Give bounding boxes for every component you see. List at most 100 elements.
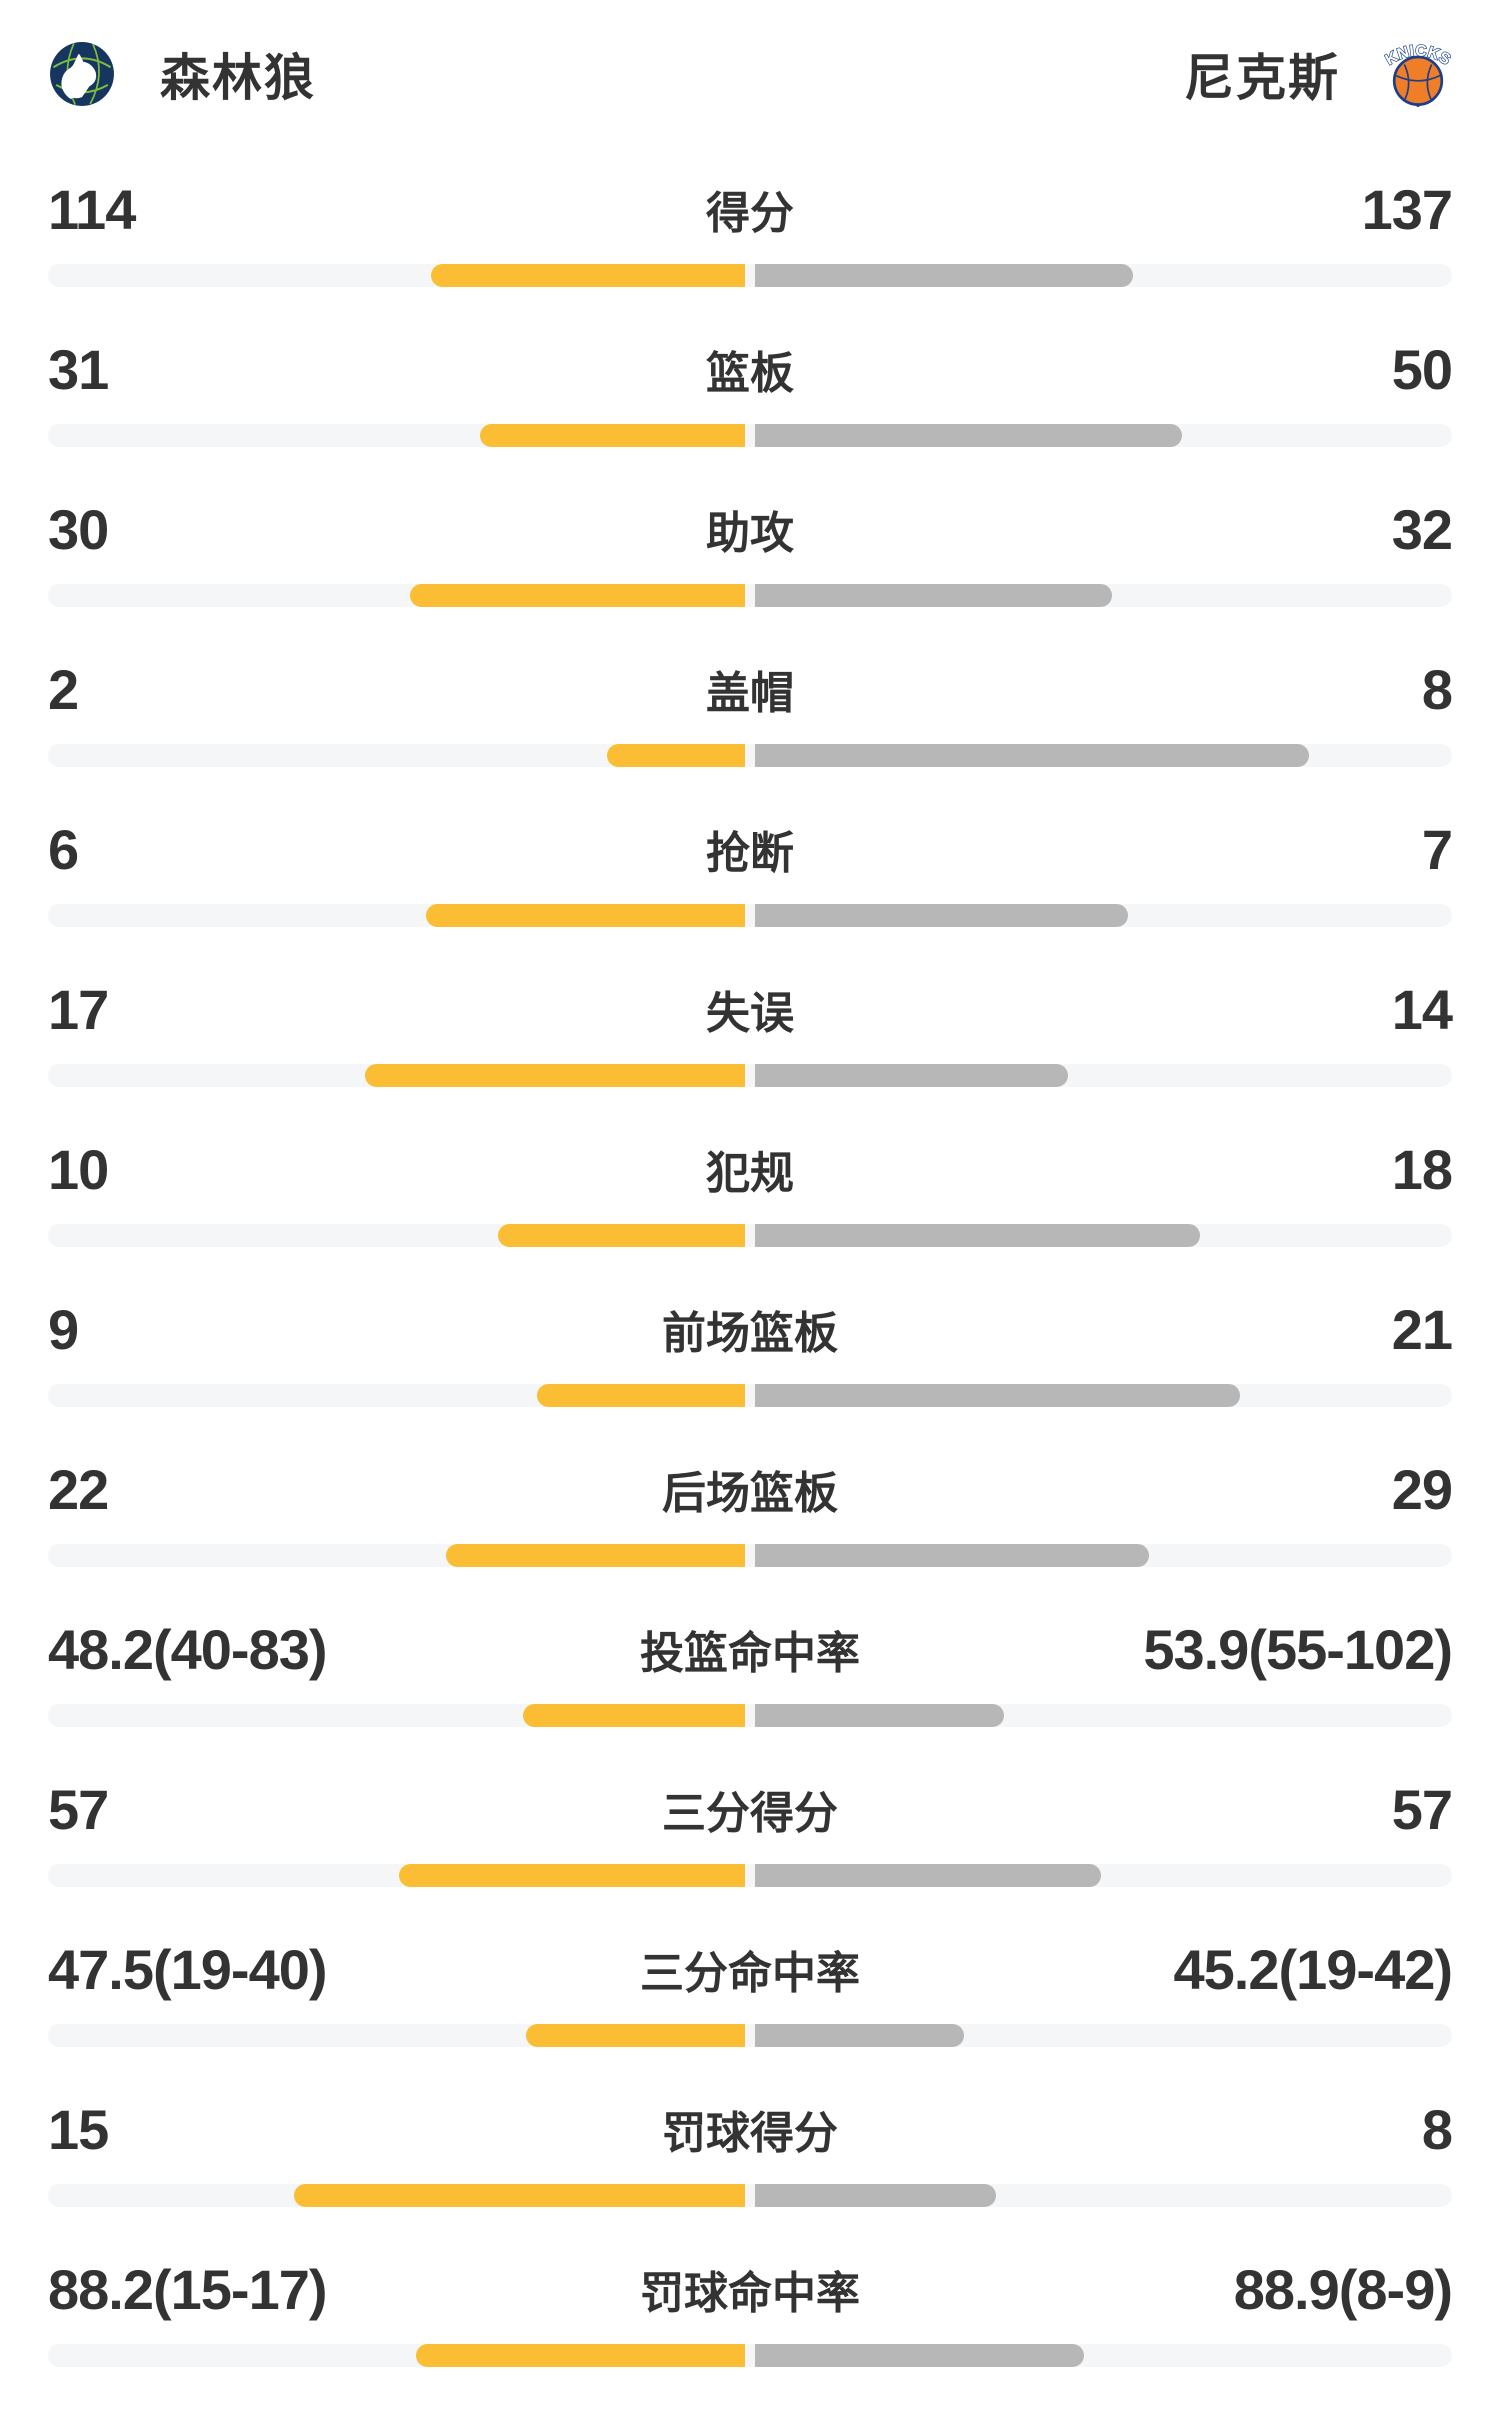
stat-right-value: 53.9(55-102) — [1143, 1617, 1453, 1681]
stat-left-value: 9 — [48, 1297, 79, 1361]
knicks-logo-icon: KNICKS — [1384, 40, 1452, 108]
stat-values-line: 9 前场篮板 21 — [48, 1298, 1453, 1361]
stat-row: 30 助攻 32 — [48, 498, 1453, 660]
stat-bar-track — [48, 424, 1452, 447]
stat-row: 31 篮板 50 — [48, 337, 1453, 500]
stat-bar-track — [48, 2184, 1452, 2207]
stat-label: 三分命中率 — [640, 1949, 860, 1998]
stat-bar-right — [755, 1864, 1102, 1887]
stat-bar-left — [416, 2344, 745, 2367]
stat-label: 三分得分 — [662, 1789, 838, 1838]
stat-bar-left — [430, 264, 745, 287]
stat-row: 17 失误 14 — [48, 978, 1453, 1140]
stat-right-value: 21 — [1391, 1297, 1453, 1361]
stat-bar-left — [525, 2024, 745, 2047]
stat-label: 前场篮板 — [662, 1309, 838, 1358]
stat-bar-left — [522, 1704, 745, 1727]
stat-label: 罚球命中率 — [640, 2269, 860, 2318]
stat-bar-track — [48, 584, 1452, 607]
stat-left-value: 6 — [48, 817, 79, 881]
stat-right-value: 50 — [1391, 337, 1453, 401]
header: 森林狼 尼克斯 KNICKS — [48, 0, 1452, 110]
stat-row: 9 前场篮板 21 — [48, 1298, 1453, 1460]
stat-bar-track — [48, 1544, 1452, 1567]
stat-row: 15 罚球得分 8 — [48, 2097, 1453, 2260]
stat-row: 88.2(15-17) 罚球命中率 88.9(8-9) — [48, 2257, 1453, 2420]
stat-bar-right — [755, 744, 1309, 767]
team-right-name: 尼克斯 — [1184, 50, 1340, 106]
stat-label: 犯规 — [706, 1149, 794, 1198]
stat-bar-left — [537, 1384, 745, 1407]
stat-bar-track — [48, 1864, 1452, 1887]
stat-bar-track — [48, 1384, 1452, 1407]
stat-row: 48.2(40-83) 投篮命中率 53.9(55-102) — [48, 1618, 1453, 1780]
stat-bar-left — [446, 1544, 745, 1567]
stat-right-value: 88.9(8-9) — [1233, 2257, 1453, 2321]
stat-bar-track — [48, 2344, 1452, 2367]
stat-bar-right — [755, 2344, 1084, 2367]
stat-right-value: 45.2(19-42) — [1173, 1937, 1453, 2001]
stat-left-value: 114 — [48, 177, 136, 241]
stat-bar-right — [755, 2024, 964, 2047]
stat-bar-track — [48, 2024, 1452, 2047]
stat-bar-left — [365, 1064, 745, 1087]
stat-row: 22 后场篮板 29 — [48, 1458, 1453, 1620]
stat-row: 47.5(19-40) 三分命中率 45.2(19-42) — [48, 1937, 1453, 2100]
stat-bar-track — [48, 1064, 1452, 1087]
stat-left-value: 15 — [48, 2097, 109, 2161]
stat-bar-left — [606, 744, 745, 767]
stat-left-value: 10 — [48, 1137, 109, 1201]
stat-label: 得分 — [706, 189, 794, 238]
stat-bar-right — [755, 584, 1113, 607]
stat-row: 10 犯规 18 — [48, 1138, 1453, 1300]
stat-bar-right — [755, 1544, 1149, 1567]
stat-left-value: 57 — [48, 1777, 109, 1841]
stat-values-line: 30 助攻 32 — [48, 498, 1453, 561]
stat-label: 投篮命中率 — [640, 1629, 860, 1678]
stat-bar-right — [755, 1704, 1004, 1727]
stat-right-value: 57 — [1391, 1777, 1453, 1841]
stat-left-value: 22 — [48, 1457, 109, 1521]
stat-row: 57 三分得分 57 — [48, 1777, 1453, 1940]
stat-label: 失误 — [706, 989, 794, 1038]
team-right: 尼克斯 KNICKS — [1184, 38, 1452, 110]
stat-values-line: 17 失误 14 — [48, 978, 1453, 1041]
stat-values-line: 48.2(40-83) 投篮命中率 53.9(55-102) — [48, 1618, 1453, 1681]
stat-bar-right — [755, 1064, 1068, 1087]
stat-bar-right — [755, 264, 1133, 287]
stat-bar-left — [398, 1864, 745, 1887]
team-left-name: 森林狼 — [160, 50, 316, 106]
stat-bar-track — [48, 1224, 1452, 1247]
stat-label: 罚球得分 — [662, 2109, 838, 2158]
stat-right-value: 29 — [1391, 1457, 1453, 1521]
stat-bar-right — [755, 904, 1128, 927]
stat-values-line: 10 犯规 18 — [48, 1138, 1453, 1201]
stat-label: 助攻 — [706, 509, 794, 558]
stat-bar-left — [497, 1224, 745, 1247]
stat-bar-left — [293, 2184, 745, 2207]
stat-values-line: 114 得分 137 — [48, 178, 1453, 241]
stat-row: 2 盖帽 8 — [48, 657, 1453, 820]
stat-left-value: 2 — [48, 657, 79, 721]
stat-bar-right — [755, 1224, 1200, 1247]
stat-right-value: 18 — [1391, 1137, 1453, 1201]
stat-label: 篮板 — [706, 349, 794, 398]
stat-row: 6 抢断 7 — [48, 817, 1453, 980]
stats-list: 114 得分 137 31 篮板 50 30 助攻 32 2 盖帽 8 6 抢断 7 17 失误 14 10 犯规 18… — [48, 178, 1453, 2420]
stat-label: 抢断 — [706, 829, 794, 878]
stat-right-value: 32 — [1391, 497, 1453, 561]
stat-label: 盖帽 — [706, 669, 794, 718]
stat-bar-left — [410, 584, 745, 607]
stat-right-value: 8 — [1421, 657, 1453, 721]
stat-bar-track — [48, 1704, 1452, 1727]
stat-right-value: 14 — [1391, 977, 1453, 1041]
stat-values-line: 22 后场篮板 29 — [48, 1458, 1453, 1521]
stat-right-value: 137 — [1361, 177, 1453, 241]
stat-bar-track — [48, 264, 1452, 287]
stat-bar-left — [480, 424, 745, 447]
stat-bar-track — [48, 904, 1452, 927]
stat-left-value: 30 — [48, 497, 109, 561]
stat-left-value: 47.5(19-40) — [48, 1937, 328, 2001]
stat-right-value: 8 — [1421, 2097, 1453, 2161]
stat-left-value: 17 — [48, 977, 109, 1041]
